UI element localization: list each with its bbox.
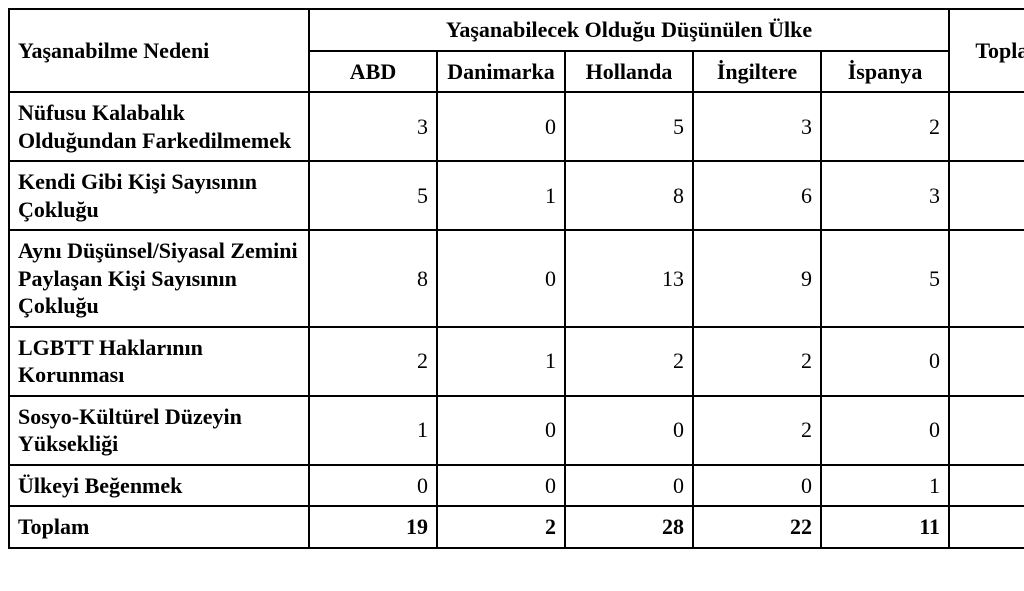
data-cell: 0 <box>565 465 693 507</box>
footer-label: Toplam <box>9 506 309 548</box>
row-total: 13 <box>949 92 1024 161</box>
data-cell: 3 <box>821 161 949 230</box>
data-cell: 6 <box>693 161 821 230</box>
footer-value: 11 <box>821 506 949 548</box>
table-row: Ülkeyi Beğenmek 0 0 0 0 1 1 <box>9 465 1024 507</box>
footer-value: 28 <box>565 506 693 548</box>
data-cell: 5 <box>565 92 693 161</box>
table-row: Aynı Düşünsel/Siyasal Zemini Paylaşan Ki… <box>9 230 1024 327</box>
row-total: 7 <box>949 327 1024 396</box>
row-label: Nüfusu Kalabalık Olduğundan Farkedilmeme… <box>9 92 309 161</box>
table-footer-row: Toplam 19 2 28 22 11 82 <box>9 506 1024 548</box>
column-header: Hollanda <box>565 51 693 93</box>
data-cell: 2 <box>693 327 821 396</box>
data-cell: 5 <box>309 161 437 230</box>
data-cell: 1 <box>437 327 565 396</box>
data-cell: 0 <box>821 396 949 465</box>
grand-total: 82 <box>949 506 1024 548</box>
data-cell: 13 <box>565 230 693 327</box>
data-cell: 1 <box>821 465 949 507</box>
spanning-country-header: Yaşanabilecek Olduğu Düşünülen Ülke <box>309 9 949 51</box>
data-cell: 0 <box>693 465 821 507</box>
column-header: ABD <box>309 51 437 93</box>
data-cell: 8 <box>565 161 693 230</box>
row-total: 3 <box>949 396 1024 465</box>
data-cell: 1 <box>309 396 437 465</box>
column-header: İngiltere <box>693 51 821 93</box>
table-row: Kendi Gibi Kişi Sayısının Çokluğu 5 1 8 … <box>9 161 1024 230</box>
table-body: Nüfusu Kalabalık Olduğundan Farkedilmeme… <box>9 92 1024 548</box>
column-header: İspanya <box>821 51 949 93</box>
data-cell: 0 <box>437 230 565 327</box>
data-cell: 2 <box>693 396 821 465</box>
total-column-header: Toplam <box>949 9 1024 92</box>
row-label: Kendi Gibi Kişi Sayısının Çokluğu <box>9 161 309 230</box>
table-row: Sosyo-Kültürel Düzeyin Yüksekliği 1 0 0 … <box>9 396 1024 465</box>
data-cell: 0 <box>821 327 949 396</box>
footer-value: 22 <box>693 506 821 548</box>
row-total: 1 <box>949 465 1024 507</box>
row-header-title: Yaşanabilme Nedeni <box>9 9 309 92</box>
data-cell: 3 <box>693 92 821 161</box>
footer-value: 2 <box>437 506 565 548</box>
table-row: LGBTT Haklarının Korunması 2 1 2 2 0 7 <box>9 327 1024 396</box>
row-label: Sosyo-Kültürel Düzeyin Yüksekliği <box>9 396 309 465</box>
data-cell: 9 <box>693 230 821 327</box>
row-label: LGBTT Haklarının Korunması <box>9 327 309 396</box>
data-cell: 1 <box>437 161 565 230</box>
data-cell: 0 <box>565 396 693 465</box>
data-cell: 8 <box>309 230 437 327</box>
row-total: 23 <box>949 161 1024 230</box>
data-cell: 2 <box>565 327 693 396</box>
table-header: Yaşanabilme Nedeni Yaşanabilecek Olduğu … <box>9 9 1024 92</box>
footer-value: 19 <box>309 506 437 548</box>
data-cell: 0 <box>437 396 565 465</box>
row-label: Aynı Düşünsel/Siyasal Zemini Paylaşan Ki… <box>9 230 309 327</box>
column-header: Danimarka <box>437 51 565 93</box>
data-cell: 2 <box>309 327 437 396</box>
data-cell: 3 <box>309 92 437 161</box>
row-total: 35 <box>949 230 1024 327</box>
data-cell: 0 <box>309 465 437 507</box>
data-cell: 0 <box>437 92 565 161</box>
data-cell: 5 <box>821 230 949 327</box>
data-cell: 0 <box>437 465 565 507</box>
row-label: Ülkeyi Beğenmek <box>9 465 309 507</box>
data-cell: 2 <box>821 92 949 161</box>
cross-tab-table: Yaşanabilme Nedeni Yaşanabilecek Olduğu … <box>8 8 1024 549</box>
table-row: Nüfusu Kalabalık Olduğundan Farkedilmeme… <box>9 92 1024 161</box>
